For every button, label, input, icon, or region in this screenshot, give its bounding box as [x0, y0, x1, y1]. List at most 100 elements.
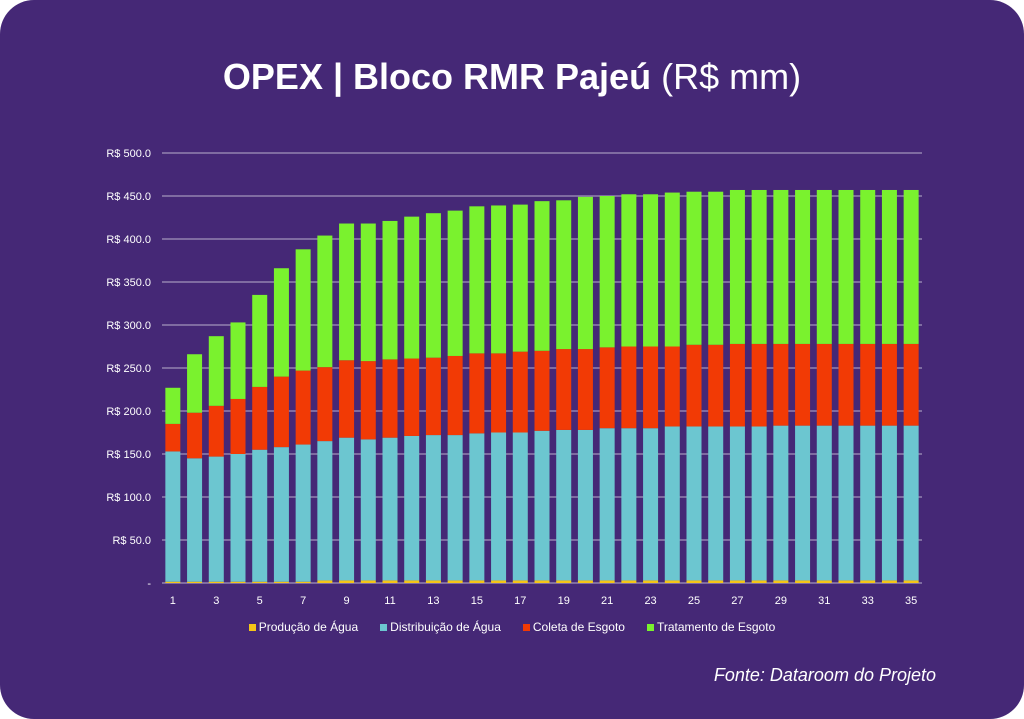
bar-distribuicao-de-agua-3	[208, 456, 224, 582]
bar-coleta-de-esgoto-8	[317, 367, 333, 442]
bar-producao-de-agua-14	[447, 580, 463, 583]
bar-tratamento-de-esgoto-27	[729, 189, 745, 344]
bar-distribuicao-de-agua-33	[860, 425, 876, 581]
bar-producao-de-agua-11	[382, 580, 398, 583]
bar-tratamento-de-esgoto-31	[816, 189, 832, 344]
bar-tratamento-de-esgoto-30	[795, 189, 811, 344]
bar-tratamento-de-esgoto-28	[751, 189, 767, 344]
bar-producao-de-agua-33	[860, 580, 876, 583]
bar-tratamento-de-esgoto-12	[404, 216, 420, 359]
bar-producao-de-agua-9	[339, 580, 355, 583]
bar-producao-de-agua-21	[599, 580, 615, 583]
bar-tratamento-de-esgoto-6	[273, 268, 289, 377]
y-tick-label: R$ 450.0	[106, 191, 151, 203]
bar-tratamento-de-esgoto-20	[577, 196, 593, 350]
bar-tratamento-de-esgoto-22	[621, 194, 637, 347]
bar-producao-de-agua-24	[664, 580, 680, 583]
y-tick-label: R$ 300.0	[106, 320, 151, 332]
bar-tratamento-de-esgoto-24	[664, 192, 680, 347]
title-unit: (R$ mm)	[661, 56, 802, 97]
y-tick-label: R$ 200.0	[106, 406, 151, 418]
bar-coleta-de-esgoto-30	[795, 343, 811, 426]
x-tick-label: 17	[514, 595, 526, 607]
bar-distribuicao-de-agua-1	[165, 451, 181, 582]
bar-distribuicao-de-agua-22	[621, 428, 637, 581]
x-tick-label: 5	[257, 595, 263, 607]
bar-tratamento-de-esgoto-16	[491, 205, 507, 354]
bar-distribuicao-de-agua-2	[187, 458, 203, 582]
bar-tratamento-de-esgoto-10	[360, 223, 376, 362]
bar-coleta-de-esgoto-20	[577, 349, 593, 430]
x-tick-label: 21	[601, 595, 613, 607]
bar-coleta-de-esgoto-16	[491, 353, 507, 433]
chart-title: OPEX | Bloco RMR Pajeú (R$ mm)	[0, 56, 1024, 98]
bar-tratamento-de-esgoto-23	[643, 194, 659, 347]
bar-distribuicao-de-agua-26	[708, 426, 724, 581]
bar-coleta-de-esgoto-27	[729, 343, 745, 427]
x-tick-label: 27	[731, 595, 743, 607]
legend-label: Produção de Água	[258, 620, 359, 634]
bar-coleta-de-esgoto-22	[621, 346, 637, 429]
x-tick-label: 11	[384, 595, 395, 607]
bar-distribuicao-de-agua-11	[382, 437, 398, 581]
bar-coleta-de-esgoto-6	[273, 376, 289, 448]
bar-producao-de-agua-13	[425, 580, 441, 583]
bar-distribuicao-de-agua-18	[534, 430, 550, 581]
bar-producao-de-agua-29	[773, 580, 789, 583]
bar-tratamento-de-esgoto-9	[339, 223, 355, 361]
y-tick-label: R$ 50.0	[112, 535, 151, 547]
bar-coleta-de-esgoto-3	[208, 405, 224, 457]
bar-distribuicao-de-agua-25	[686, 426, 702, 581]
bar-producao-de-agua-17	[512, 580, 528, 583]
x-tick-label: 19	[558, 595, 570, 607]
legend-label: Distribuição de Água	[390, 620, 501, 634]
bar-producao-de-agua-6	[273, 581, 289, 583]
bar-distribuicao-de-agua-29	[773, 425, 789, 581]
bar-coleta-de-esgoto-23	[643, 346, 659, 429]
legend-item: Distribuição de Água	[380, 620, 501, 634]
bar-producao-de-agua-19	[556, 580, 572, 583]
bar-coleta-de-esgoto-19	[556, 349, 572, 430]
bar-tratamento-de-esgoto-5	[252, 294, 268, 387]
legend-swatch	[646, 623, 654, 631]
bar-producao-de-agua-12	[404, 580, 420, 583]
bar-coleta-de-esgoto-9	[339, 360, 355, 438]
bar-tratamento-de-esgoto-19	[556, 200, 572, 350]
x-tick-label: 35	[905, 595, 917, 607]
bar-tratamento-de-esgoto-4	[230, 322, 246, 399]
bar-coleta-de-esgoto-7	[295, 370, 311, 445]
y-tick-label: R$ 100.0	[106, 492, 151, 504]
bar-distribuicao-de-agua-13	[425, 435, 441, 581]
legend-swatch	[522, 623, 530, 631]
bar-distribuicao-de-agua-14	[447, 435, 463, 581]
bar-coleta-de-esgoto-25	[686, 344, 702, 427]
bar-distribuicao-de-agua-20	[577, 429, 593, 581]
bar-distribuicao-de-agua-27	[729, 426, 745, 581]
legend-swatch	[248, 623, 256, 631]
bar-coleta-de-esgoto-21	[599, 347, 615, 429]
bar-distribuicao-de-agua-34	[881, 425, 897, 581]
bar-distribuicao-de-agua-30	[795, 425, 811, 581]
title-main: OPEX | Bloco RMR Pajeú	[222, 56, 652, 97]
bar-coleta-de-esgoto-14	[447, 355, 463, 436]
x-tick-label: 23	[644, 595, 656, 607]
bar-coleta-de-esgoto-34	[881, 343, 897, 426]
bar-producao-de-agua-30	[795, 580, 811, 583]
bar-tratamento-de-esgoto-34	[881, 189, 897, 344]
source-note: Fonte: Dataroom do Projeto	[713, 665, 936, 685]
bar-producao-de-agua-22	[621, 580, 637, 583]
bar-producao-de-agua-23	[643, 580, 659, 583]
legend-label: Tratamento de Esgoto	[656, 620, 776, 634]
bar-producao-de-agua-3	[208, 581, 224, 583]
bar-coleta-de-esgoto-33	[860, 343, 876, 426]
bar-coleta-de-esgoto-4	[230, 398, 246, 454]
bar-coleta-de-esgoto-10	[360, 361, 376, 440]
bar-producao-de-agua-15	[469, 580, 485, 583]
bar-distribuicao-de-agua-17	[512, 432, 528, 581]
bar-distribuicao-de-agua-35	[903, 425, 919, 581]
bar-tratamento-de-esgoto-3	[208, 336, 224, 406]
bar-coleta-de-esgoto-11	[382, 359, 398, 438]
x-tick-label: 31	[818, 595, 830, 607]
bar-distribuicao-de-agua-21	[599, 428, 615, 581]
